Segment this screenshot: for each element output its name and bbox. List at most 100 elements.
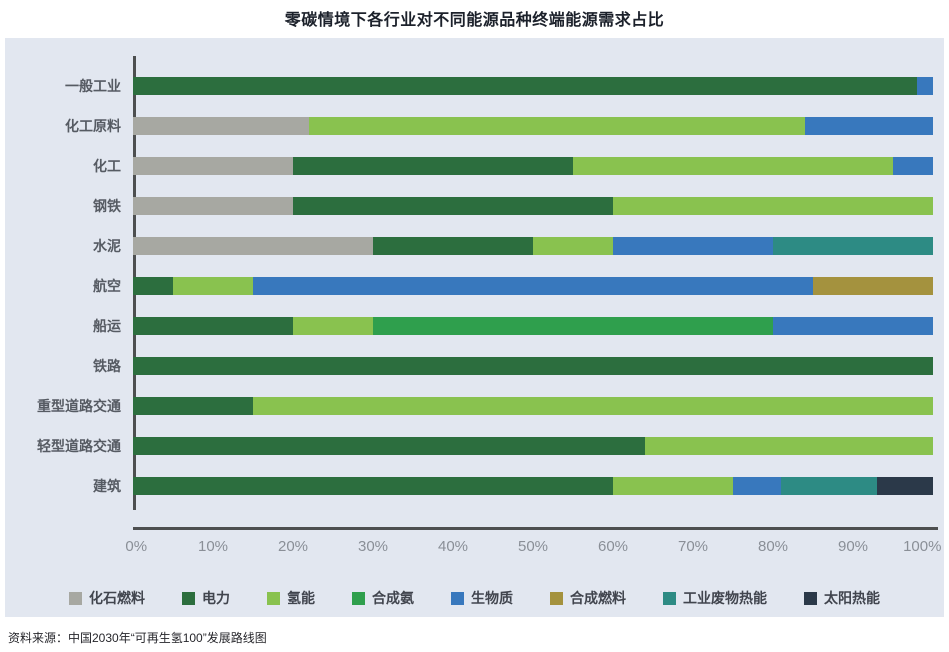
x-tick-label: 90% [837,538,869,555]
legend-swatch-icon [352,591,365,605]
x-tick-label: 0% [125,538,148,555]
bar-segment-氢能 [173,277,253,295]
bar-segment-合成燃料 [813,277,933,295]
bar-segment-生物质 [613,237,773,255]
bar-segment-化石燃料 [133,197,293,215]
legend-swatch-icon [182,591,195,605]
bar-track [133,77,933,95]
bar-row: 铁路 [5,346,944,386]
legend-swatch-icon [550,591,563,605]
bar-track [133,157,933,175]
bar-row: 水泥 [5,226,944,266]
bar-track [133,277,933,295]
x-tick-label: 10% [197,538,229,555]
bar-track [133,117,933,135]
legend-item-生物质: 生物质 [451,588,513,608]
bar-row: 一般工业 [5,66,944,106]
legend-label: 合成氨 [372,590,414,606]
bar-row: 化工 [5,146,944,186]
legend-item-化石燃料: 化石燃料 [69,588,145,608]
x-tick-label: 30% [357,538,389,555]
legend-label: 工业废物热能 [683,590,767,606]
bar-segment-生物质 [893,157,933,175]
legend-item-工业废物热能: 工业废物热能 [663,588,767,608]
bar-track [133,357,933,375]
legend-item-氢能: 氢能 [267,588,315,608]
bar-segment-生物质 [773,317,933,335]
bar-track [133,237,933,255]
bar-track [133,397,933,415]
chart-panel: 一般工业 化工原料 化工 钢铁 水泥 航空 船运 铁路 重型道路交通 轻型道路交通 建筑 0% 10%… [5,38,944,617]
bar-segment-电力 [293,157,573,175]
bar-track [133,317,933,335]
bar-segment-电力 [133,397,253,415]
bar-segment-电力 [133,317,293,335]
legend-item-合成燃料: 合成燃料 [550,588,626,608]
bar-row: 钢铁 [5,186,944,226]
bar-segment-氢能 [533,237,613,255]
legend-swatch-icon [69,591,82,605]
category-label: 航空 [93,278,121,294]
bar-segment-化石燃料 [133,157,293,175]
x-tick-label: 70% [677,538,709,555]
chart-title: 零碳情境下各行业对不同能源品种终端能源需求占比 [284,12,665,29]
bar-track [133,197,933,215]
bar-segment-氢能 [573,157,893,175]
legend-label: 合成燃料 [570,590,626,606]
x-tick-label: 80% [757,538,789,555]
x-axis-ticks: 0% 10% 20% 30% 40% 50% 60% 70% 80% 90% 100% [125,538,941,558]
bar-row: 建筑 [5,466,944,506]
category-label: 建筑 [93,478,121,494]
legend-swatch-icon [804,591,817,605]
legend-item-合成氨: 合成氨 [352,588,414,608]
plot-area: 一般工业 化工原料 化工 钢铁 水泥 航空 船运 铁路 重型道路交通 轻型道路交通 建筑 0% 10%… [5,38,944,617]
category-label: 铁路 [93,358,121,374]
bar-segment-生物质 [917,77,933,95]
bar-segment-氢能 [309,117,805,135]
x-tick-label: 20% [277,538,309,555]
bar-segment-生物质 [253,277,813,295]
bar-rows: 一般工业 化工原料 化工 钢铁 水泥 航空 船运 铁路 重型道路交通 轻型道路交通 建筑 [5,66,944,506]
x-tick-label: 40% [437,538,469,555]
bar-segment-电力 [133,437,645,455]
legend-label: 化石燃料 [89,590,145,606]
legend-swatch-icon [267,591,280,605]
bar-row: 航空 [5,266,944,306]
legend-item-太阳热能: 太阳热能 [804,588,880,608]
category-label: 船运 [93,318,121,334]
bar-segment-氢能 [613,197,933,215]
bar-segment-化石燃料 [133,237,373,255]
legend-label: 生物质 [471,590,513,606]
legend-label: 电力 [202,590,230,606]
bar-segment-化石燃料 [133,117,309,135]
bar-segment-生物质 [805,117,933,135]
category-label: 化工 [93,158,121,174]
bar-segment-电力 [373,237,533,255]
category-label: 重型道路交通 [37,398,121,414]
category-label: 水泥 [93,238,121,254]
bar-segment-太阳热能 [877,477,933,495]
bar-segment-工业废物热能 [773,237,933,255]
bar-segment-生物质 [733,477,781,495]
legend-label: 太阳热能 [824,590,880,606]
category-label: 钢铁 [93,198,121,214]
x-tick-label: 100% [903,538,942,555]
bar-track [133,477,933,495]
legend-item-电力: 电力 [182,588,230,608]
bar-segment-合成氨 [373,317,773,335]
bar-row: 船运 [5,306,944,346]
bar-segment-工业废物热能 [781,477,877,495]
bar-row: 化工原料 [5,106,944,146]
source-note: 资料来源：中国2030年“可再生氢100”发展路线图 [8,631,267,645]
bar-segment-电力 [133,277,173,295]
legend-swatch-icon [451,591,464,605]
legend-swatch-icon [663,591,676,605]
category-label: 化工原料 [65,118,121,134]
x-tick-label: 60% [597,538,629,555]
bar-track [133,437,933,455]
bar-segment-氢能 [645,437,933,455]
bar-segment-氢能 [293,317,373,335]
bar-row: 重型道路交通 [5,386,944,426]
bar-segment-氢能 [253,397,933,415]
x-tick-label: 50% [517,538,549,555]
